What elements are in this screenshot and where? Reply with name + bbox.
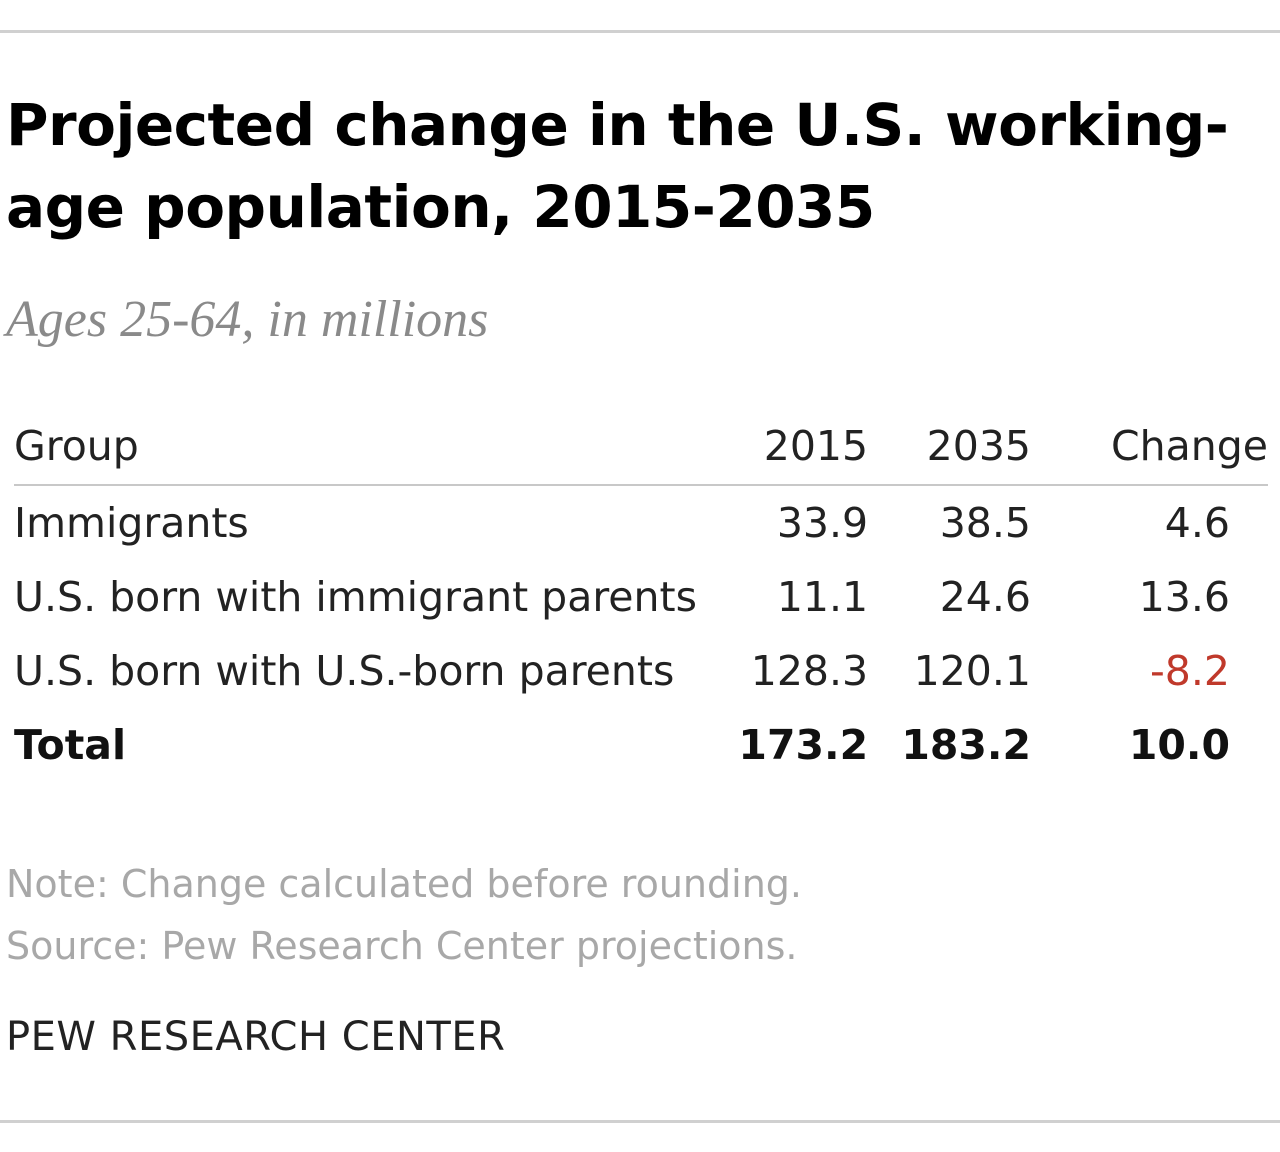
row-second-gen-2035: 24.6 <box>939 573 1031 621</box>
column-header-group: Group <box>14 408 725 486</box>
chart-subtitle: Ages 25-64, in millions <box>6 291 489 348</box>
row-second-gen-change: 13.6 <box>1138 573 1230 621</box>
row-third-gen-2035: 120.1 <box>913 647 1031 695</box>
row-second-gen-group: U.S. born with immigrant parents <box>14 573 697 621</box>
row-total-2015: 173.2 <box>738 721 869 769</box>
top-divider <box>0 30 1280 33</box>
table-row-total: Total 173.2 183.2 10.0 <box>14 708 1268 782</box>
table-header-row: Group 2015 2035 Change <box>14 408 1268 486</box>
data-table: Group 2015 2035 Change Immigrants 33.9 3… <box>14 408 1268 782</box>
table-row: Immigrants 33.9 38.5 4.6 <box>14 485 1268 560</box>
row-total-2035: 183.2 <box>901 721 1031 769</box>
column-header-change: Change <box>1031 408 1268 486</box>
row-total-group: Total <box>14 721 127 769</box>
brand-label: PEW RESEARCH CENTER <box>6 1014 506 1060</box>
column-header-2035: 2035 <box>868 408 1031 486</box>
row-immigrants-group: Immigrants <box>14 499 249 547</box>
bottom-divider <box>0 1120 1280 1123</box>
chart-source: Source: Pew Research Center projections. <box>6 924 798 968</box>
row-third-gen-group: U.S. born with U.S.-born parents <box>14 647 675 695</box>
row-immigrants-2035: 38.5 <box>939 499 1031 547</box>
row-immigrants-2015: 33.9 <box>776 499 869 547</box>
row-second-gen-2015: 11.1 <box>776 573 869 621</box>
table-row: U.S. born with immigrant parents 11.1 24… <box>14 560 1268 634</box>
chart-note: Note: Change calculated before rounding. <box>6 862 802 906</box>
row-immigrants-change: 4.6 <box>1164 499 1230 547</box>
row-total-change: 10.0 <box>1128 721 1230 769</box>
row-third-gen-2015: 128.3 <box>750 647 869 695</box>
table-row: U.S. born with U.S.-born parents 128.3 1… <box>14 634 1268 708</box>
row-third-gen-change: -8.2 <box>1150 647 1230 695</box>
chart-title: Projected change in the U.S. working-age… <box>6 91 1229 241</box>
column-header-2015: 2015 <box>724 408 869 486</box>
